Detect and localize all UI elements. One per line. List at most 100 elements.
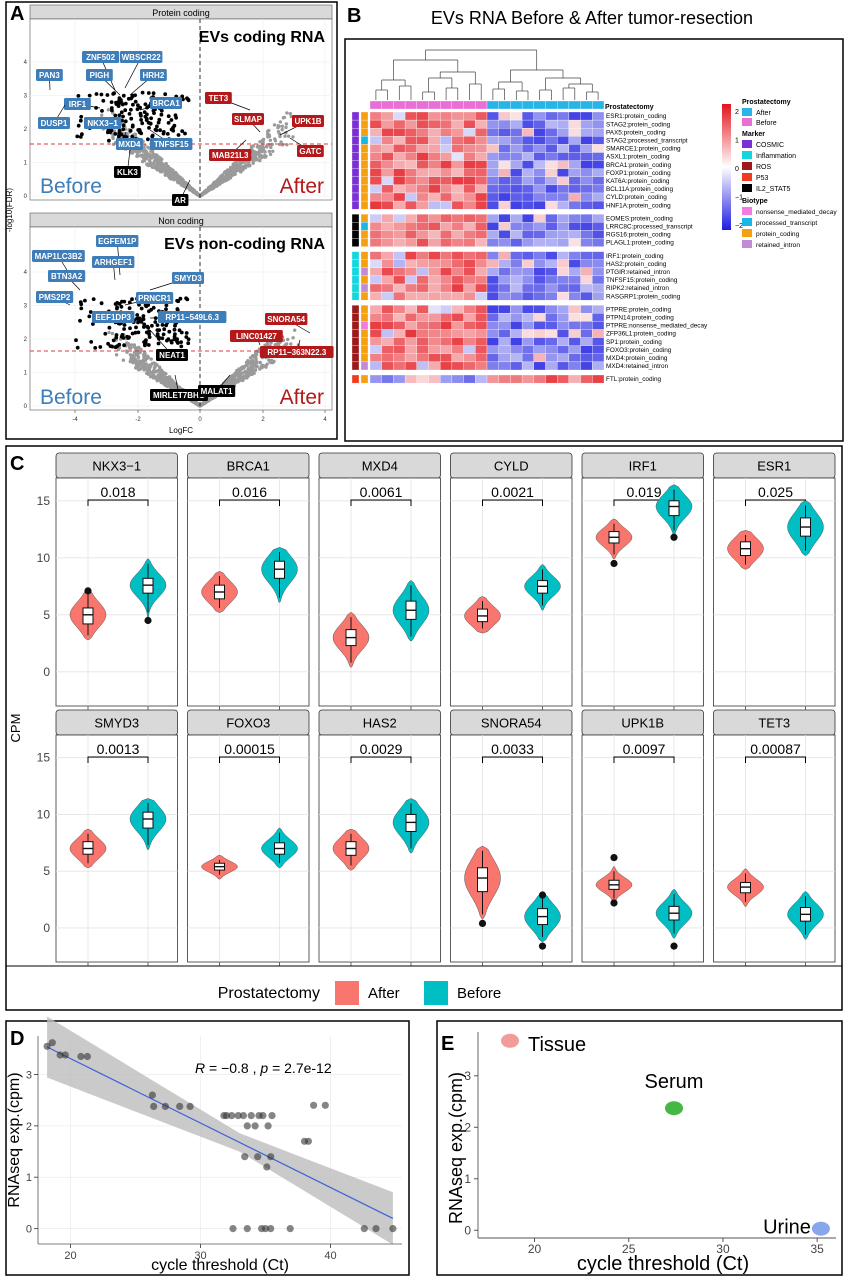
heatmap-row-label: HNF1A:protein_coding: [606, 202, 671, 209]
volcano-point: [176, 176, 181, 180]
heatmap-cell: [521, 200, 534, 210]
heatmap-cell: [440, 200, 453, 210]
heatmap-cell: [557, 144, 570, 153]
heatmap-cell: [428, 275, 441, 285]
heatmap-cell: [545, 353, 558, 363]
gene-label-text: EGFEM1P: [98, 237, 137, 246]
heatmap-row-label: SP1:protein_coding: [606, 339, 662, 346]
heatmap-cell: [545, 222, 558, 231]
x-tick-label: -2: [135, 417, 141, 423]
color-scale-tick: 2: [735, 109, 739, 116]
volcano-point: [179, 180, 184, 184]
heatmap-cell: [404, 192, 417, 202]
significant-point: [181, 97, 185, 102]
biotype-annotation-cell: [360, 329, 369, 338]
heatmap-cell: [451, 200, 464, 210]
marker-annotation-cell: [351, 152, 360, 161]
heatmap-cell: [580, 160, 593, 169]
heatmap-cell: [533, 144, 546, 153]
heatmap-cell: [404, 345, 417, 354]
heatmap-cell: [440, 259, 453, 268]
heatmap-cell: [369, 313, 382, 322]
gene-label-text: MXD4: [118, 140, 141, 149]
heatmap-cell: [486, 291, 499, 301]
volcano-point: [286, 337, 290, 342]
facet-gene-label: UPK1B: [621, 716, 664, 731]
significant-point: [120, 299, 124, 304]
color-scale-bar: [722, 104, 731, 230]
facet-gene-label: NKX3−1: [92, 459, 141, 474]
heatmap-cell: [393, 251, 406, 260]
heatmap-cell: [568, 152, 581, 161]
heatmap-cell: [404, 176, 417, 186]
significant-point: [150, 323, 154, 328]
volcano-point: [282, 115, 287, 120]
heatmap-cell: [568, 184, 581, 194]
heatmap-cell: [369, 291, 382, 301]
heatmap-title: EVs RNA Before & After tumor-resection: [431, 8, 753, 28]
heatmap-cell: [580, 176, 593, 186]
heatmap-cell: [557, 184, 570, 194]
panel-e-letter: E: [441, 1033, 454, 1055]
heatmap-cell: [369, 222, 382, 231]
significant-point: [156, 120, 161, 125]
heatmap-cell: [486, 192, 499, 202]
heatmap-cell: [404, 136, 417, 145]
heatmap-cell: [580, 345, 593, 354]
heatmap-cell: [381, 214, 394, 223]
heatmap-cell: [440, 176, 453, 186]
heatmap-cell: [404, 214, 417, 223]
heatmap-cell: [475, 345, 488, 354]
heatmap-cell: [475, 251, 488, 260]
heatmap-row-label: LRRC8C:processed_transcript: [606, 224, 693, 231]
heatmap-cell: [451, 345, 464, 354]
column-annotation-cell: [381, 100, 394, 110]
volcano-point: [276, 125, 280, 130]
volcano-point: [268, 138, 273, 142]
volcano-point: [251, 161, 255, 165]
gene-label-text: MAB21L3: [212, 151, 249, 160]
volcano-point: [267, 149, 272, 154]
volcano-point: [197, 193, 202, 198]
heatmap-cell: [557, 111, 570, 121]
heatmap-row-label: MXD4:protein_coding: [606, 355, 668, 362]
heatmap-cell: [545, 160, 558, 169]
heatmap-cell: [521, 275, 534, 285]
heatmap-cell: [451, 214, 464, 223]
data-point: [254, 1153, 262, 1161]
heatmap-cell: [440, 136, 453, 145]
heatmap-cell: [486, 259, 499, 268]
volcano-point: [183, 180, 188, 185]
heatmap-cell: [416, 329, 429, 338]
volcano-point: [233, 371, 237, 376]
heatmap-cell: [440, 291, 453, 301]
significant-point: [117, 96, 122, 101]
significant-point: [122, 343, 126, 348]
heatmap-cell: [393, 136, 406, 145]
legend-swatch: [742, 207, 752, 215]
volcano-point: [128, 359, 132, 364]
heatmap-cell: [521, 119, 534, 129]
volcano-point: [224, 169, 228, 174]
legend-swatch: [742, 240, 752, 248]
heatmap-cell: [498, 136, 511, 145]
heatmap-cell: [428, 305, 441, 314]
significant-point: [103, 331, 108, 336]
significant-point: [127, 112, 132, 116]
significant-point: [159, 112, 164, 117]
heatmap-cell: [440, 119, 453, 129]
heatmap-cell: [568, 321, 581, 330]
heatmap-cell: [416, 222, 429, 231]
heatmap-cell: [510, 345, 523, 354]
heatmap-cell: [416, 321, 429, 330]
biotype-annotation-cell: [360, 176, 369, 186]
heatmap-cell: [463, 230, 476, 239]
volcano-point: [155, 376, 160, 380]
heatmap-cell: [428, 283, 441, 293]
volcano-point: [135, 154, 139, 158]
legend-item-label: retained_intron: [756, 242, 800, 249]
heatmap-cell: [521, 329, 534, 338]
gene-label-box: [64, 98, 91, 110]
heatmap-cell: [440, 313, 453, 322]
significant-point: [176, 299, 181, 304]
